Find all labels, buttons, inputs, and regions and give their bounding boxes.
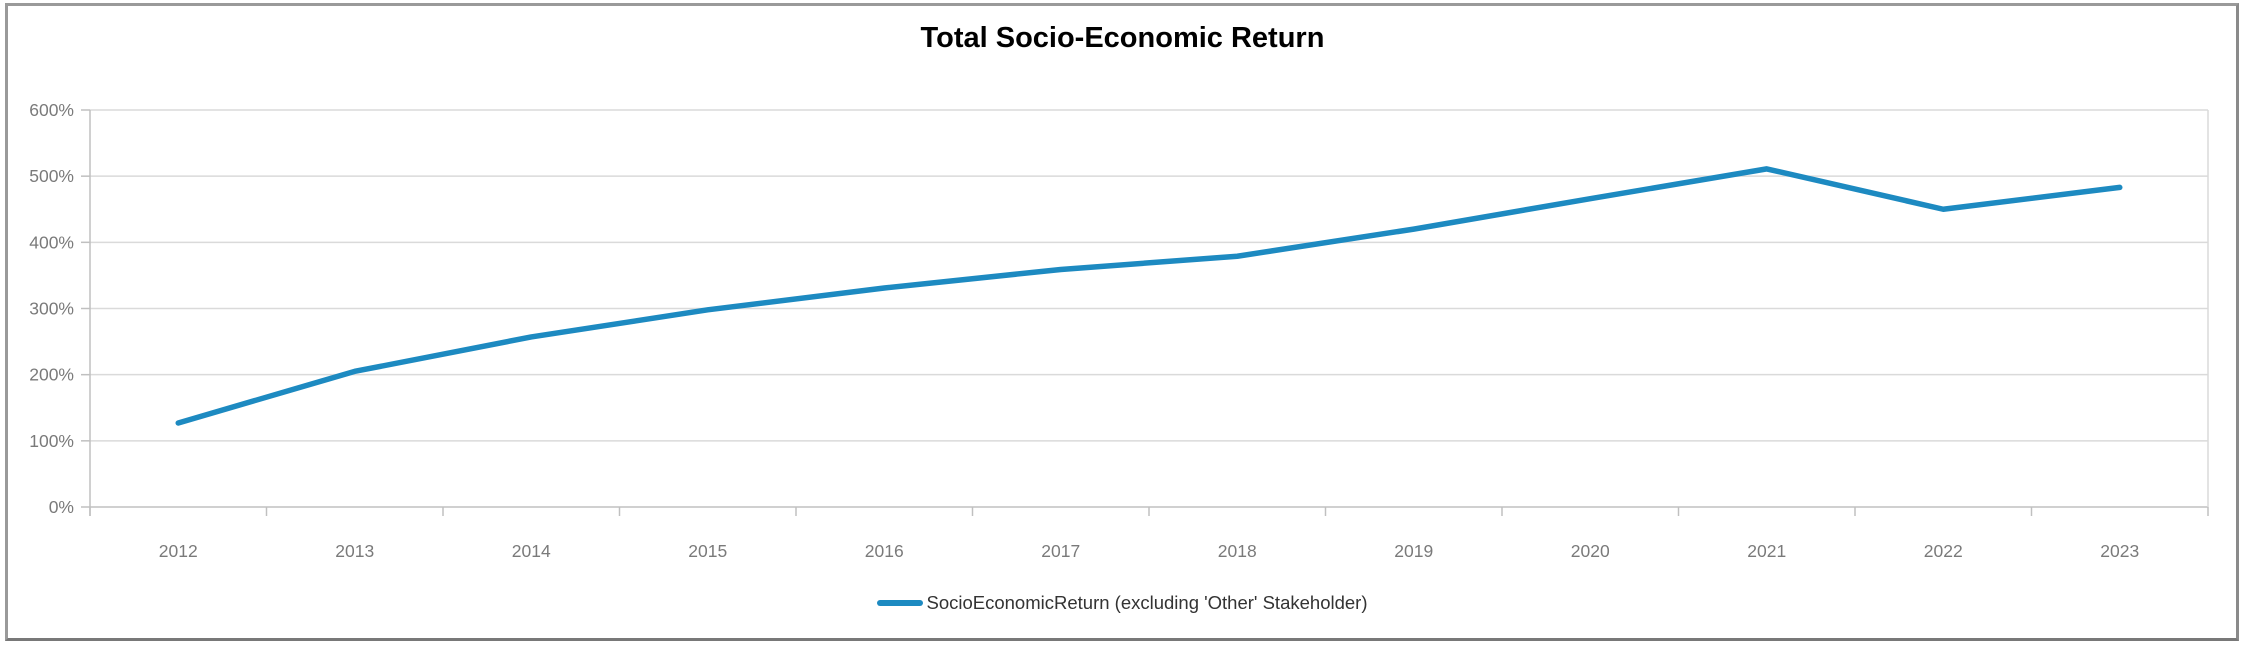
x-tick-label: 2022 [1924,541,1963,561]
x-tick-label: 2018 [1218,541,1257,561]
x-tick-label: 2017 [1041,541,1080,561]
y-tick-label: 0% [49,497,74,517]
series-line-socioeconomicreturn [175,166,2123,426]
x-tick-label: 2016 [865,541,904,561]
y-tick-label: 400% [29,232,74,252]
chart-title: Total Socio-Economic Return [920,22,1325,54]
legend: SocioEconomicReturn (excluding 'Other' S… [0,592,2245,614]
y-tick-label: 100% [29,431,74,451]
y-tick-label: 500% [29,166,74,186]
y-tick-label: 300% [29,299,74,319]
x-tick-label: 2014 [512,541,551,561]
y-tick-label: 200% [29,365,74,385]
y-tick-label: 600% [29,100,74,120]
x-tick-label: 2019 [1394,541,1433,561]
legend-line-swatch [877,600,924,606]
x-tick-label: 2015 [688,541,727,561]
x-tick-label: 2013 [335,541,374,561]
legend-series-label: SocioEconomicReturn (excluding 'Other' S… [926,592,1368,613]
x-tick-label: 2021 [1747,541,1786,561]
x-tick-label: 2020 [1571,541,1610,561]
x-tick-label: 2023 [2100,541,2139,561]
x-tick-label: 2012 [159,541,198,561]
